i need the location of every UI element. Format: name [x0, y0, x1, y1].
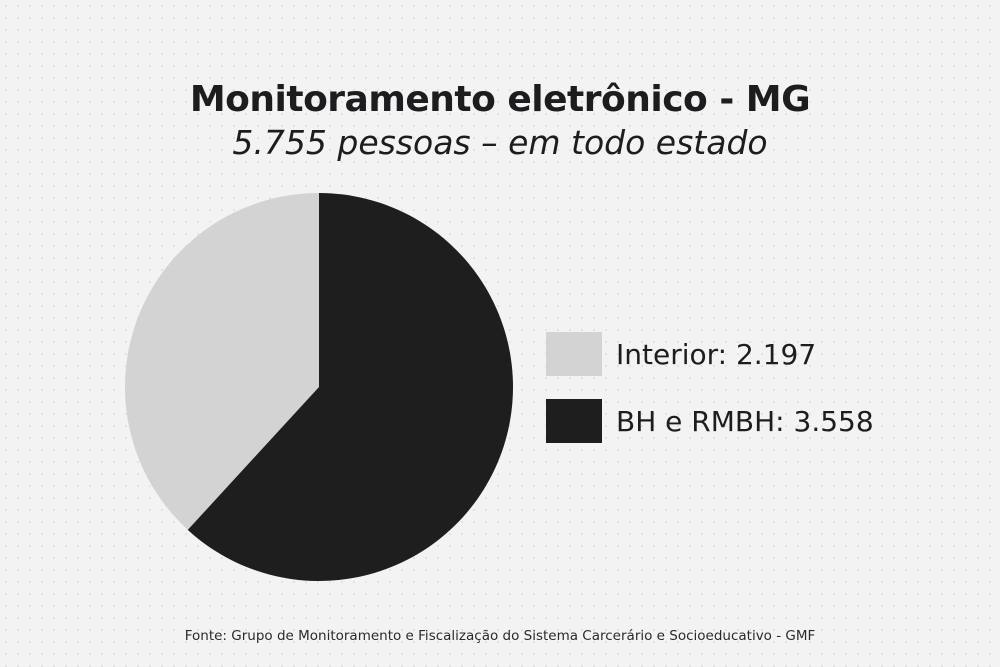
- pie-slice-bh-rmbh: [187, 193, 514, 581]
- source-note: Fonte: Grupo de Monitoramento e Fiscaliz…: [184, 628, 816, 644]
- pie-slice-interior: [125, 193, 319, 530]
- legend-swatch-interior: [546, 332, 602, 376]
- legend-label-bh-rmbh: BH e RMBH: 3.558: [616, 404, 874, 438]
- legend-item-interior: Interior: 2.197: [546, 332, 874, 376]
- chart-legend: Interior: 2.197 BH e RMBH: 3.558: [546, 332, 874, 466]
- chart-title: Monitoramento eletrônico - MG: [189, 79, 811, 120]
- legend-swatch-bh-rmbh: [546, 399, 602, 443]
- legend-item-bh-rmbh: BH e RMBH: 3.558: [546, 399, 874, 443]
- legend-label-interior: Interior: 2.197: [616, 337, 817, 371]
- chart-subtitle: 5.755 pessoas – em todo estado: [232, 123, 768, 162]
